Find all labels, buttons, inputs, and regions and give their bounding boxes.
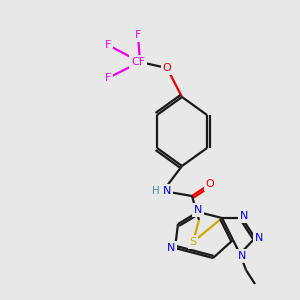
Text: F: F — [105, 73, 111, 83]
Text: N: N — [238, 251, 246, 261]
Text: F: F — [105, 40, 111, 50]
Text: N: N — [194, 205, 202, 215]
Text: O: O — [206, 179, 214, 189]
Text: N: N — [167, 243, 175, 253]
Text: H: H — [152, 186, 160, 196]
Text: S: S — [189, 237, 197, 247]
Text: F: F — [135, 30, 141, 40]
Text: O: O — [163, 63, 171, 73]
Text: N: N — [163, 186, 171, 196]
Text: N: N — [240, 211, 248, 221]
Text: N: N — [255, 233, 263, 243]
Text: CF: CF — [131, 57, 145, 67]
